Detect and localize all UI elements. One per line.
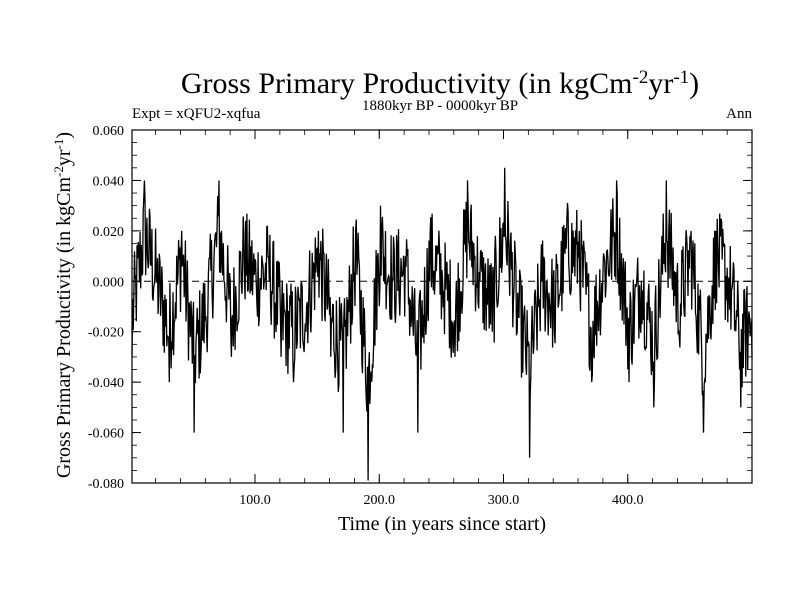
y-tick-label: 0.020 [93,225,125,240]
y-tick-label: -0.060 [88,427,124,442]
axis-ticks: -0.080 -0.060 -0.040 -0.020 0.000 0.020 0.040 0… [88,124,752,508]
y-tick-label: 0.060 [93,124,125,139]
y-tick-label: -0.020 [88,326,124,341]
y-tick-label: 0.000 [93,275,125,290]
x-tick-label: 400.0 [612,493,644,508]
y-tick-label: -0.080 [88,477,124,492]
x-tick-label: 200.0 [364,493,396,508]
chart-title: Gross Primary Productivity (in kgCm-2yr-… [181,67,699,101]
y-tick-label: -0.040 [88,376,124,391]
experiment-label: Expt = xQFU2-xqfua [132,106,261,122]
period-label: 1880kyr BP - 0000kyr BP [362,98,518,114]
x-axis-label: Time (in years since start) [338,513,546,535]
series-line [131,167,753,481]
y-tick-label: 0.040 [93,174,125,189]
x-tick-label: 300.0 [488,493,520,508]
y-axis-label: Gross Primary Productivity (in kgCm-2yr-… [51,132,76,478]
season-label: Ann [726,106,752,122]
x-tick-label: 100.0 [239,493,271,508]
plot-frame [131,129,753,484]
